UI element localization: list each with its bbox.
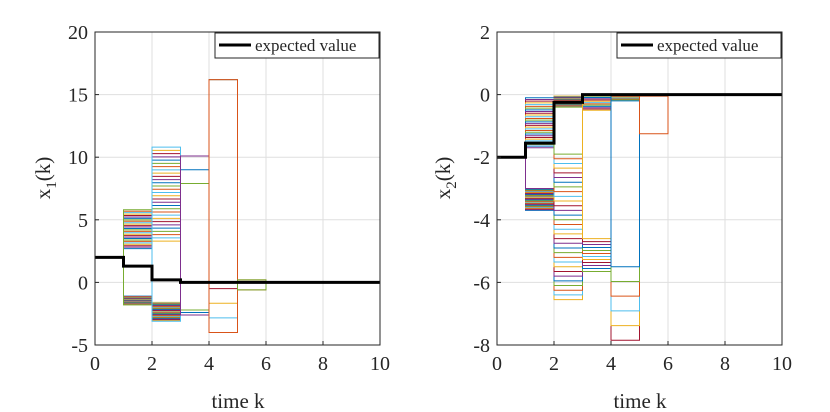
x-tick-label: 0 [492,353,502,375]
legend-entry: expected value [657,36,758,55]
y-axis-label-suffix: (k) [31,157,55,182]
y-axis-label: x2(k) [431,157,460,200]
y-tick-label: -8 [473,335,490,357]
expected-value-line [95,255,380,284]
y-axis-label-subscript: 1 [44,181,60,189]
y-tick-label: 5 [78,210,88,232]
y-tick-label: -6 [473,272,490,294]
y-axis-label: x1(k) [31,157,60,200]
legend: expected value [616,32,782,59]
x-axis-label: time k [613,389,667,412]
legend: expected value [214,32,380,59]
x-tick-label: 2 [147,353,157,375]
x-tick-label: 6 [261,353,271,375]
y-tick-label: -2 [473,147,490,169]
y-axis-label-main: x [431,188,455,199]
sample-step [610,94,640,268]
expected-value-series [95,255,380,284]
y-tick-label: 10 [68,147,88,169]
x-tick-label: 4 [204,353,214,375]
y-tick-label: -5 [71,335,88,357]
y-axis-label-subscript: 2 [444,181,460,189]
y-axis-label-suffix: (k) [431,157,455,182]
expected-value-series [497,93,782,159]
x-tick-label: 4 [606,353,616,375]
y-tick-label: 0 [480,85,490,107]
y-tick-label: 2 [480,22,490,44]
expected-value-line [497,93,782,159]
y-axis-label-main: x [31,188,55,199]
legend-entry: expected value [255,36,356,55]
chart-x2: 0 2 4 6 8 10-8-6-4-202 time k x2(k) expected … [431,22,792,412]
x-tick-label: 10 [772,353,792,375]
y-tick-label: 0 [78,272,88,294]
x-tick-label: 10 [370,353,390,375]
x-tick-label: 2 [549,353,559,375]
tick-labels: 0 2 4 6 8 10 -8 -6 -4 -2 0 2 [473,22,792,375]
x-tick-label: 8 [720,353,730,375]
axes-box [496,31,783,346]
x-tick-label: 6 [663,353,673,375]
sample-step [237,279,267,291]
x-tick-label: 0 [90,353,100,375]
axes-box [94,31,381,346]
sample-step [208,79,238,333]
y-tick-label: 15 [68,85,88,107]
y-tick-label: 20 [68,22,88,44]
y-tick-label: -4 [473,210,490,232]
x-axis-label: time k [211,389,265,412]
x-tick-label: 8 [318,353,328,375]
